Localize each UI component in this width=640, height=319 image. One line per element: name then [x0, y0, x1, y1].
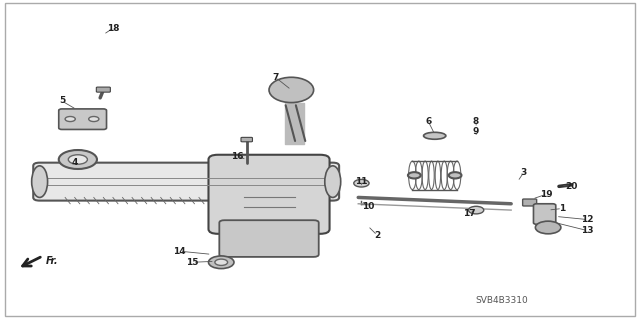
Text: 13: 13	[581, 226, 594, 235]
Circle shape	[408, 172, 420, 178]
Circle shape	[354, 179, 369, 187]
Text: SVB4B3310: SVB4B3310	[476, 296, 528, 305]
Circle shape	[536, 221, 561, 234]
Circle shape	[449, 172, 461, 178]
Text: 10: 10	[362, 203, 374, 211]
Text: Fr.: Fr.	[46, 256, 59, 266]
Text: 2: 2	[374, 231, 380, 240]
Text: 8: 8	[473, 117, 479, 126]
Text: 4: 4	[72, 158, 78, 167]
Text: 16: 16	[231, 152, 243, 161]
Ellipse shape	[324, 166, 340, 197]
Circle shape	[89, 116, 99, 122]
FancyBboxPatch shape	[97, 87, 110, 92]
Circle shape	[59, 150, 97, 169]
Text: 15: 15	[186, 258, 199, 267]
FancyBboxPatch shape	[59, 109, 106, 130]
Text: 14: 14	[173, 247, 186, 256]
Text: 3: 3	[521, 168, 527, 177]
Text: 1: 1	[559, 204, 565, 213]
FancyBboxPatch shape	[534, 204, 556, 224]
Text: 5: 5	[59, 97, 65, 106]
Text: 17: 17	[463, 209, 476, 218]
FancyBboxPatch shape	[220, 220, 319, 257]
Text: 11: 11	[355, 177, 367, 186]
Circle shape	[68, 155, 88, 164]
FancyBboxPatch shape	[523, 199, 537, 206]
Text: 9: 9	[473, 127, 479, 136]
Circle shape	[65, 116, 76, 122]
Text: 19: 19	[540, 190, 552, 199]
Ellipse shape	[424, 132, 446, 139]
FancyBboxPatch shape	[241, 137, 252, 142]
Text: 20: 20	[566, 182, 578, 191]
FancyBboxPatch shape	[209, 155, 330, 234]
FancyBboxPatch shape	[33, 163, 339, 201]
Text: 6: 6	[425, 117, 431, 126]
Ellipse shape	[209, 256, 234, 269]
Text: 12: 12	[581, 215, 594, 224]
Text: 7: 7	[272, 73, 278, 82]
Ellipse shape	[269, 77, 314, 103]
Text: 18: 18	[107, 24, 119, 33]
Ellipse shape	[215, 259, 228, 265]
Circle shape	[468, 206, 484, 214]
Ellipse shape	[31, 166, 47, 197]
